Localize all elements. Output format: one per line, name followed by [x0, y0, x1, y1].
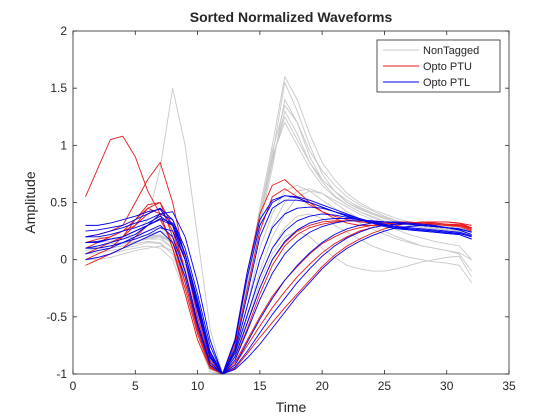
- opto-ptl-waveform-8: [85, 199, 472, 375]
- nontagged-waveform-9: [85, 188, 472, 375]
- x-axis-label: Time: [276, 399, 307, 415]
- chart-title: Sorted Normalized Waveforms: [190, 9, 393, 25]
- legend: NonTagged Opto PTU Opto PTL: [376, 39, 501, 93]
- y-tick-label: -0.5: [46, 310, 67, 324]
- nontagged-waveform-7: [85, 230, 473, 375]
- nontagged-waveform-4: [85, 190, 472, 375]
- y-tick-label: 0: [60, 253, 67, 267]
- opto-ptl-waveform-7: [85, 224, 472, 375]
- x-tick-label: 35: [502, 379, 516, 393]
- x-tick-label: 25: [378, 379, 392, 393]
- x-tick-label: 20: [315, 379, 329, 393]
- opto-ptl-waveform-10: [85, 213, 472, 375]
- legend-label-opto-ptu: Opto PTU: [423, 61, 472, 73]
- x-tick-label: 0: [70, 379, 77, 393]
- y-tick-label: -1: [56, 367, 67, 381]
- nontagged-waveform-11: [85, 213, 472, 375]
- y-tick-label: 1: [60, 138, 67, 152]
- y-axis-label: Amplitude: [22, 171, 38, 233]
- opto-ptl-waveform-4: [85, 195, 472, 375]
- y-tick-label: 0.5: [50, 196, 67, 210]
- x-tick-label: 10: [191, 379, 205, 393]
- x-tick-label: 5: [132, 379, 139, 393]
- legend-label-opto-ptl: Opto PTL: [423, 77, 470, 89]
- series-layer: [85, 76, 473, 375]
- x-tick-label: 30: [440, 379, 454, 393]
- x-axis-ticks: 0 5 10 15 20 25 30 35: [70, 31, 516, 393]
- opto-ptl-waveform-9: [85, 208, 472, 375]
- y-tick-label: 1.5: [50, 81, 67, 95]
- y-tick-label: 2: [60, 24, 67, 38]
- x-tick-label: 15: [253, 379, 267, 393]
- legend-label-nontagged: NonTagged: [423, 45, 479, 57]
- y-axis-ticks: -1 -0.5 0 0.5 1 1.5 2: [46, 24, 509, 381]
- nontagged-waveform-6: [85, 184, 472, 375]
- nontagged-waveform-8: [85, 76, 472, 375]
